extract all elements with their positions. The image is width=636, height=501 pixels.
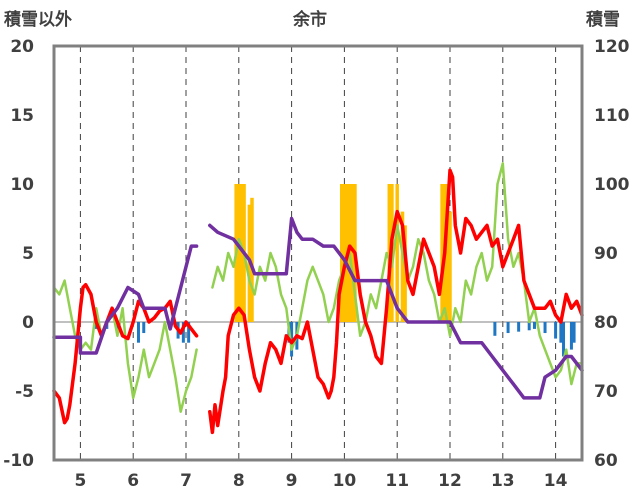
blue-bar [136,322,140,343]
right-tick-label: 80 [594,313,618,333]
orange-bar [250,197,254,322]
orange-bar [403,225,407,322]
blue-bar [572,322,576,343]
chart-title: 余市 [292,9,327,30]
x-tick-label: 9 [286,471,298,491]
orange-bar [445,184,450,322]
x-tick-label: 5 [74,471,86,491]
x-tick-label: 13 [491,471,515,491]
plot-frame [52,44,584,462]
blue-bar [493,322,497,336]
blue-bar [569,322,573,350]
right-tick-label: 60 [594,451,618,471]
right-tick-label: 110 [594,106,630,126]
orange-bar [237,184,241,322]
x-tick-label: 8 [233,471,245,491]
orange-bar [239,184,244,322]
orange-bar [448,211,452,322]
blue-bar [517,322,521,332]
blue-bar [290,322,294,357]
orange-bar [395,184,399,322]
blue-bar [181,322,185,343]
left-axis-label: 積雪以外 [4,9,72,30]
purple-series-line [52,244,199,355]
blue-bar [527,322,531,331]
orange-bar [342,184,347,322]
blue-bar [142,322,146,334]
orange-bar [340,184,344,322]
blue-bar [532,322,536,329]
purple-series-line [208,216,584,400]
right-tick-label: 100 [594,175,630,195]
left-tick-label: 20 [10,37,34,57]
green-series-line [211,162,584,386]
red-series-line [52,282,199,425]
x-tick-label: 10 [333,471,357,491]
left-tick-label: 15 [10,106,34,126]
tick-labels: -10 -5 0 5 10 15 20 60 70 80 90 100 110 120 5 6 7 8 9 10 11 1… [3,37,629,491]
right-tick-label: 90 [594,244,618,264]
right-tick-label: 120 [594,37,630,57]
left-tick-label: 0 [22,313,34,333]
blue-bar [187,322,191,343]
blue-bar [562,322,566,357]
blue-bar [554,322,558,339]
blue-bar [559,322,563,343]
left-tick-label: -10 [3,451,34,471]
blue-bar [543,322,547,334]
left-tick-label: -5 [15,382,34,402]
red-series-line [208,168,584,435]
x-tick-label: 6 [127,471,139,491]
orange-bar [350,184,355,322]
series-lines [52,162,584,435]
left-tick-label: 5 [22,244,34,264]
x-tick-label: 7 [180,471,192,491]
x-tick-label: 12 [438,471,462,491]
orange-bar [440,184,444,322]
right-axis-label: 積雪 [586,9,620,30]
blue-bar [506,322,510,334]
right-tick-label: 70 [594,382,618,402]
x-tick-label: 11 [385,471,409,491]
x-tick-label: 14 [544,471,568,491]
left-tick-label: 10 [10,175,34,195]
orange-bar [400,211,405,322]
